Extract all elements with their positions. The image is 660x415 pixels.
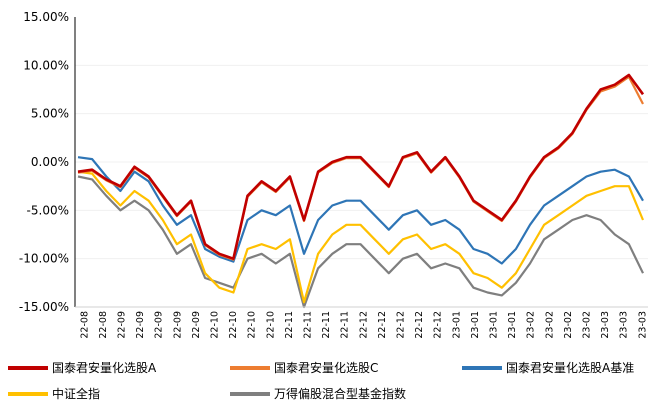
- series-line: [77, 156, 644, 265]
- legend-label: 国泰君安量化选股C: [274, 360, 378, 375]
- y-axis-ticks: 15.00% 10.00% 5.00% 0.00% -5.00% -10.00% -15.0…: [19, 10, 69, 314]
- series-line: [77, 75, 644, 261]
- legend-label: 国泰君安量化选股A基准: [506, 360, 634, 375]
- x-tick-label: 23-03: [600, 311, 611, 339]
- series-line: [77, 175, 644, 309]
- series-line: [77, 73, 645, 261]
- x-tick-label: 22-11: [303, 311, 314, 339]
- x-tick-label: 22-10: [210, 311, 221, 339]
- legend-label: 万得偏股混合型基金指数: [274, 386, 406, 401]
- x-tick-label: 22-11: [321, 311, 332, 339]
- x-tick-label: 23-02: [526, 311, 537, 339]
- x-tick-label: 22-09: [135, 311, 146, 339]
- x-tick-label: 22-08: [79, 311, 90, 339]
- x-tick-label: 23-02: [582, 311, 593, 339]
- gridlines: [75, 64, 648, 260]
- y-tick-label: -5.00%: [27, 203, 69, 217]
- x-tick-label: 22-12: [433, 311, 444, 339]
- legend-label: 中证全指: [52, 386, 100, 401]
- x-tick-label: 23-01: [489, 311, 500, 339]
- x-tick-label: 22-09: [172, 311, 183, 339]
- x-tick-label: 23-03: [637, 311, 648, 339]
- x-tick-label: 22-10: [247, 311, 258, 339]
- y-tick-label: -10.00%: [19, 252, 69, 266]
- x-tick-label: 22-08: [98, 311, 109, 339]
- y-tick-label: 15.00%: [23, 10, 69, 24]
- x-tick-label: 22-12: [377, 311, 388, 339]
- x-tick-label: 22-12: [358, 311, 369, 339]
- x-tick-label: 22-10: [265, 311, 276, 339]
- series-line: [77, 170, 645, 304]
- legend-label: 国泰君安量化选股A: [52, 360, 157, 375]
- x-tick-label: 23-03: [619, 311, 630, 339]
- x-tick-label: 22-11: [284, 311, 295, 339]
- y-tick-label: 10.00%: [23, 58, 69, 72]
- x-tick-label: 23-02: [544, 311, 555, 339]
- x-tick-label: 23-01: [451, 311, 462, 339]
- y-tick-label: 0.00%: [31, 155, 69, 169]
- x-tick-label: 22-12: [414, 311, 425, 339]
- x-tick-label: 22-09: [191, 311, 202, 339]
- y-tick-label: 5.00%: [31, 107, 69, 121]
- x-tick-label: 22-09: [154, 311, 165, 339]
- x-tick-label: 22-09: [117, 311, 128, 339]
- x-tick-label: 22-10: [228, 311, 239, 339]
- x-tick-label: 23-02: [563, 311, 574, 339]
- x-tick-label: 23-01: [470, 311, 481, 339]
- y-tick-label: -15.00%: [19, 300, 69, 314]
- x-tick-label: 22-12: [396, 311, 407, 339]
- series-lines: [77, 73, 645, 309]
- x-axis-ticks: 22-08 22-08 22-09 22-09 22-09 22-09 22-09 22-10…: [79, 311, 648, 339]
- x-tick-label: 23-01: [507, 311, 518, 339]
- x-tick-label: 22-11: [340, 311, 351, 339]
